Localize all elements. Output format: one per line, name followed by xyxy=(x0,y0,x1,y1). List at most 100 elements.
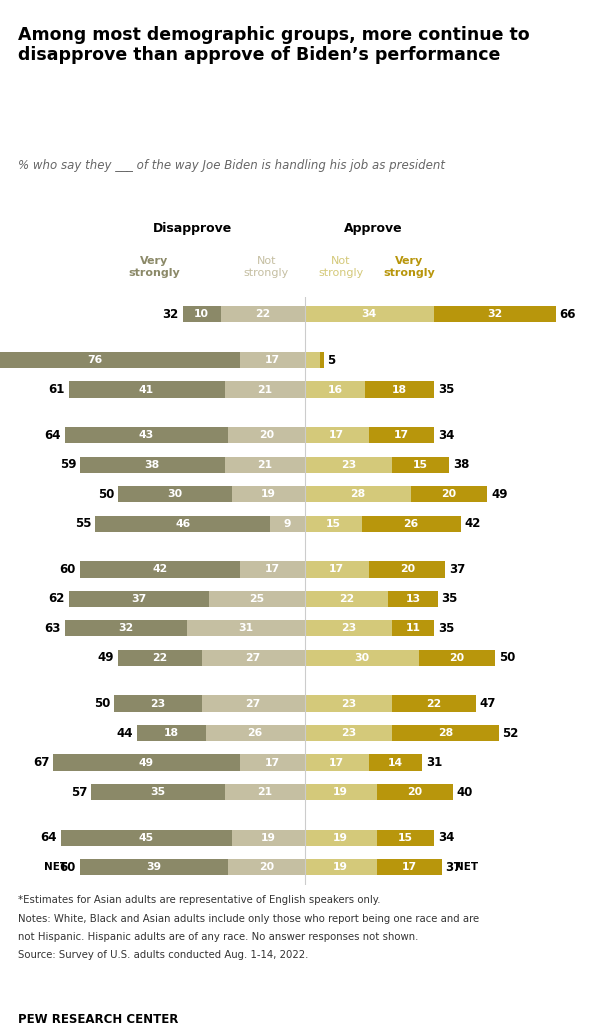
Bar xyxy=(232,486,304,502)
Bar xyxy=(137,725,205,741)
Bar xyxy=(186,620,304,636)
Text: Among most demographic groups, more continue to
disapprove than approve of Biden: Among most demographic groups, more cont… xyxy=(18,26,530,64)
Text: 26: 26 xyxy=(247,728,262,738)
Text: 32: 32 xyxy=(487,309,502,319)
Text: 15: 15 xyxy=(326,519,340,529)
Bar xyxy=(202,696,304,712)
Text: 52: 52 xyxy=(502,726,519,740)
Text: 17: 17 xyxy=(329,431,345,440)
Bar xyxy=(183,306,220,322)
Bar xyxy=(225,456,304,473)
Text: 30: 30 xyxy=(167,489,183,499)
Bar xyxy=(220,306,304,322)
Text: 22: 22 xyxy=(339,594,354,604)
Bar xyxy=(320,352,323,368)
Bar xyxy=(304,428,369,443)
Bar xyxy=(240,352,304,368)
Text: 32: 32 xyxy=(118,623,133,633)
Bar xyxy=(53,754,240,770)
Bar xyxy=(377,784,453,800)
Bar xyxy=(304,754,369,770)
Text: Approve: Approve xyxy=(343,222,403,235)
Bar xyxy=(304,382,365,398)
Text: 66: 66 xyxy=(560,308,576,321)
Bar xyxy=(95,516,270,532)
Text: 62: 62 xyxy=(48,592,65,606)
Text: 39: 39 xyxy=(147,862,162,873)
Text: 57: 57 xyxy=(71,786,88,799)
Text: 27: 27 xyxy=(245,653,261,663)
Text: 55: 55 xyxy=(75,518,91,530)
Text: not Hispanic. Hispanic adults are of any race. No answer responses not shown.: not Hispanic. Hispanic adults are of any… xyxy=(18,932,418,942)
Bar xyxy=(270,516,304,532)
Text: 13: 13 xyxy=(406,594,421,604)
Text: 11: 11 xyxy=(406,623,420,633)
Text: 17: 17 xyxy=(329,565,345,574)
Text: 17: 17 xyxy=(264,565,280,574)
Text: 42: 42 xyxy=(464,518,481,530)
Text: 15: 15 xyxy=(413,459,428,470)
Bar xyxy=(365,382,434,398)
Text: 34: 34 xyxy=(362,309,377,319)
Text: 45: 45 xyxy=(139,833,154,843)
Bar xyxy=(228,428,304,443)
Text: 37: 37 xyxy=(445,860,462,874)
Bar xyxy=(240,754,304,770)
Text: 17: 17 xyxy=(394,431,409,440)
Bar xyxy=(80,859,228,876)
Bar xyxy=(304,486,411,502)
Text: 17: 17 xyxy=(329,758,345,767)
Text: 22: 22 xyxy=(152,653,167,663)
Bar xyxy=(389,590,438,607)
Bar xyxy=(304,725,392,741)
Text: 42: 42 xyxy=(152,565,167,574)
Text: 18: 18 xyxy=(392,385,407,395)
Text: 20: 20 xyxy=(442,489,457,499)
Bar xyxy=(304,696,392,712)
Text: 21: 21 xyxy=(257,459,272,470)
Text: 44: 44 xyxy=(117,726,133,740)
Text: 63: 63 xyxy=(44,622,61,635)
Text: 35: 35 xyxy=(150,787,166,797)
Text: 20: 20 xyxy=(400,565,415,574)
Text: 60: 60 xyxy=(60,563,76,576)
Text: 76: 76 xyxy=(88,355,103,365)
Text: 19: 19 xyxy=(261,833,276,843)
Text: 23: 23 xyxy=(340,459,356,470)
Text: Not
strongly: Not strongly xyxy=(318,256,364,278)
Bar xyxy=(209,590,304,607)
Text: 23: 23 xyxy=(340,699,356,709)
Bar xyxy=(61,830,232,846)
Text: 49: 49 xyxy=(491,488,507,500)
Bar xyxy=(118,486,232,502)
Bar xyxy=(411,486,487,502)
Text: 10: 10 xyxy=(194,309,209,319)
Text: 31: 31 xyxy=(426,756,443,769)
Text: 30: 30 xyxy=(354,653,369,663)
Text: 17: 17 xyxy=(401,862,417,873)
Bar xyxy=(114,696,202,712)
Bar xyxy=(304,590,389,607)
Bar xyxy=(80,562,240,578)
Text: 15: 15 xyxy=(398,833,413,843)
Text: NET: NET xyxy=(44,862,67,873)
Text: % who say they ___ of the way Joe Biden is handling his job as president: % who say they ___ of the way Joe Biden … xyxy=(18,159,445,172)
Text: 23: 23 xyxy=(340,728,356,738)
Text: 17: 17 xyxy=(264,758,280,767)
Bar xyxy=(240,562,304,578)
Text: 20: 20 xyxy=(449,653,464,663)
Text: NET: NET xyxy=(455,862,478,873)
Text: 49: 49 xyxy=(97,652,114,664)
Text: 34: 34 xyxy=(438,429,454,442)
Bar xyxy=(392,456,449,473)
Text: 21: 21 xyxy=(257,385,272,395)
Text: 28: 28 xyxy=(350,489,365,499)
Text: 37: 37 xyxy=(132,594,147,604)
Text: 43: 43 xyxy=(139,431,154,440)
Text: 46: 46 xyxy=(175,519,191,529)
Text: Source: Survey of U.S. adults conducted Aug. 1-14, 2022.: Source: Survey of U.S. adults conducted … xyxy=(18,950,309,961)
Bar xyxy=(118,650,202,666)
Text: 19: 19 xyxy=(333,862,348,873)
Bar xyxy=(225,784,304,800)
Text: 16: 16 xyxy=(328,385,342,395)
